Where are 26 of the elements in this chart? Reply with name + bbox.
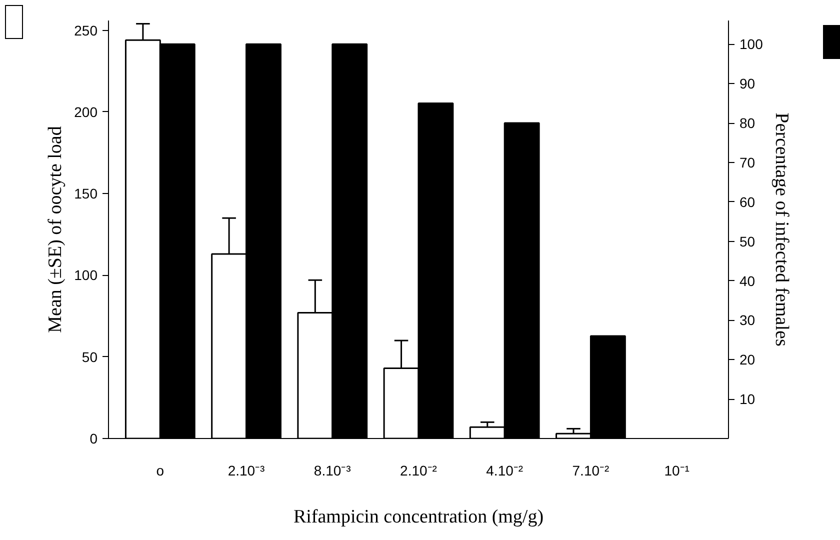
y2-tick-label: 30 [740,312,756,328]
x-tick-label: 10⁻¹ [664,462,690,478]
x-tick-label: 2.10⁻² [400,462,438,478]
y-tick-label: 250 [74,22,98,38]
y-axis-title: Mean (±SE) of oocyte load [45,126,66,333]
y2-tick-label: 20 [740,352,756,368]
y2-axis-title: Percentage of infected females [770,112,792,346]
y2-tick-label: 90 [740,76,756,92]
y-tick-label: 150 [74,186,98,202]
y2-tick-label: 80 [740,115,756,132]
x-tick-label: 4.10⁻² [486,462,524,478]
x-tick-label: 8.10⁻³ [314,462,352,478]
y-tick-label: 0 [90,430,98,446]
x-tick-label: 7.10⁻² [572,462,610,478]
y2-tick-label: 50 [740,233,756,250]
x-tick-label: o [156,462,164,478]
y-tick-label: 200 [74,104,98,120]
y2-tick-label: 60 [740,194,756,210]
y-tick-label: 100 [74,267,98,284]
x-axis-title: Rifampicin concentration (mg/g) [293,506,544,528]
y2-tick-label: 100 [740,36,764,52]
y2-tick-label: 70 [740,154,756,170]
y2-tick-label: 10 [740,391,756,408]
y-tick-label: 50 [82,348,98,365]
y2-tick-label: 40 [740,272,756,289]
x-tick-label: 2.10⁻³ [228,462,266,478]
